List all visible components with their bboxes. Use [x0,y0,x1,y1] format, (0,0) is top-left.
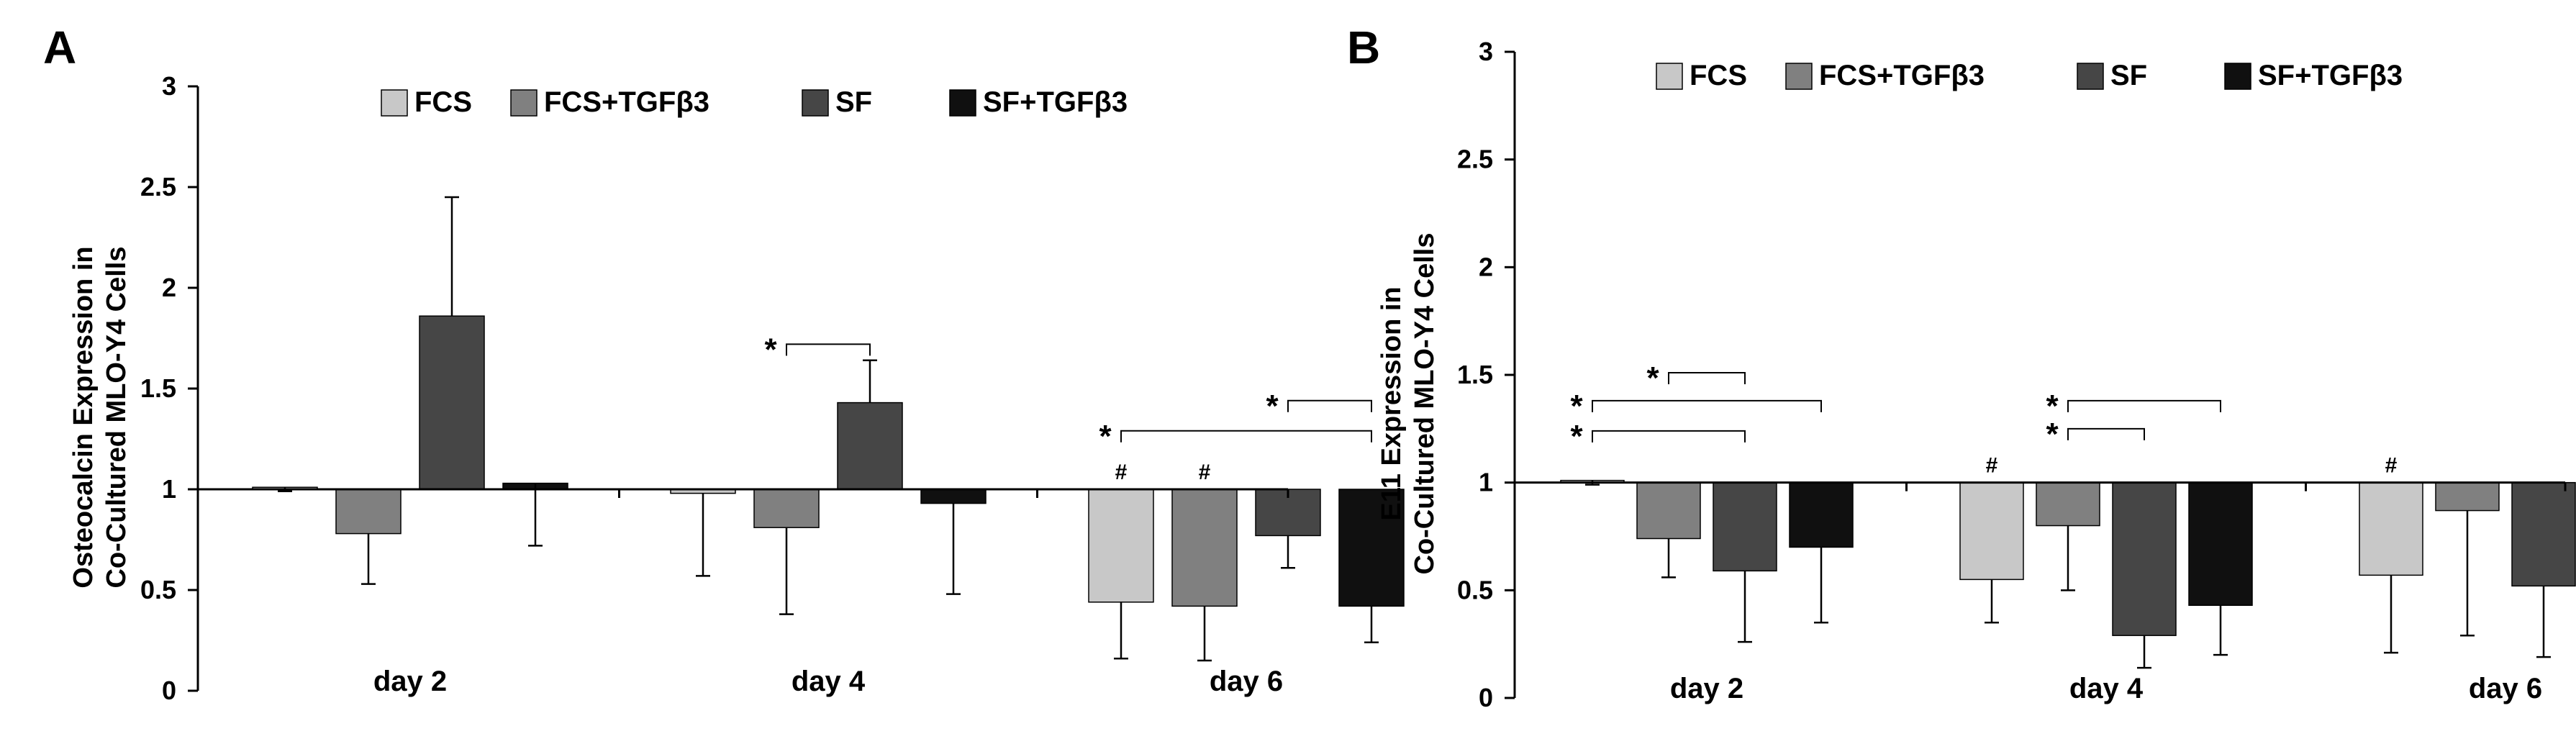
bar-SFTGF3-day4 [2188,481,2253,607]
bar-FCS-day6 [2359,481,2423,576]
x-category-label: day 6 [1210,666,1283,697]
y-tick-label: 3 [162,71,176,101]
significance-asterisk: * [2046,417,2059,452]
legend-label: SF+TGFβ3 [983,86,1128,118]
bar-FCSTGF3-day4 [2036,481,2100,527]
legend-swatch [381,89,408,117]
x-category-label: day 6 [2469,673,2542,704]
significance-bracket [786,343,871,356]
significance-bracket [1120,430,1372,443]
bar-FCSTGF3-day2 [335,489,402,535]
legend-label: FCS [1690,60,1747,91]
bar-SFTGF3-day4 [920,489,987,504]
y-tick-label: 2.5 [1457,145,1493,174]
significance-asterisk: * [1266,389,1279,424]
legend-swatch [2224,63,2251,90]
legend-label: FCS [414,86,472,118]
x-category-label: day 4 [792,666,866,697]
x-category-label: day 4 [2069,673,2144,704]
bar-FCSTGF3-day4 [753,489,820,528]
significance-bracket [2067,399,2221,412]
hash-mark: # [2385,454,2398,478]
significance-asterisk: * [1570,419,1583,454]
legend-swatch [1656,63,1683,90]
hash-mark: # [1986,454,1998,478]
significance-asterisk: * [1570,389,1583,424]
hash-mark: # [1199,461,1211,484]
y-axis-label-line: Co-Cultured MLO-Y4 Cells [1410,232,1440,574]
y-tick-label: 0.5 [140,575,176,604]
bar-SF-day6 [2511,481,2576,587]
bar-FCS-day4 [1959,481,2024,581]
y-tick-label: 2.5 [140,172,176,201]
y-axis-label-line: Co-Cultured MLO-Y4 Cells [101,246,132,588]
y-axis-label: E11 Expression in Co-Cultured MLO-Y4 Cell… [1377,232,1440,574]
legend-label: SF+TGFβ3 [2258,60,2403,91]
x-category-label: day 2 [1670,673,1743,704]
bar-SFTGF3-day6 [1338,489,1405,607]
y-tick-label: 1.5 [1457,360,1493,389]
legend-label: SF [835,86,872,118]
panel-letter-a: A [43,22,76,73]
y-tick-label: 0.5 [1457,575,1493,604]
legend-label: FCS+TGFβ3 [544,86,709,118]
y-tick-label: 1 [1479,468,1493,497]
x-category-label: day 2 [373,666,447,697]
hash-mark: # [1115,461,1128,484]
panel-letter-b: B [1347,22,1380,73]
bar-SFTGF3-day2 [1789,481,1854,548]
y-axis-label-line: E11 Expression in [1377,286,1407,520]
y-tick-label: 2 [162,273,176,302]
legend-swatch [949,89,976,117]
significance-bracket [1287,399,1372,412]
y-tick-label: 1 [162,474,176,504]
legend-swatch [802,89,829,117]
y-tick-label: 3 [1479,37,1493,66]
bar-SF-day4 [2112,481,2177,636]
bar-SF-day2 [419,315,485,490]
legend-swatch [510,89,538,117]
significance-bracket [2067,427,2145,440]
significance-bracket [1668,372,1746,385]
significance-asterisk: * [1099,419,1112,454]
bar-FCSTGF3-day6 [1171,489,1238,607]
panel-b: B 0 0.5 1 1.5 2 2.5 3 E11 Expression in Co-Cultu… [1347,22,2576,712]
significance-bracket [1592,399,1822,412]
bar-FCSTGF3-day2 [1636,481,1701,540]
significance-asterisk: * [1646,360,1659,396]
legend-swatch [1785,63,1813,90]
y-tick-label: 0 [162,676,176,705]
y-tick-label: 1.5 [140,373,176,403]
significance-asterisk: * [2046,389,2059,424]
significance-bracket [1592,430,1746,443]
y-axis-label: Osteocalcin Expression in Co-Cultured MLO… [68,246,132,588]
bar-SF-day4 [837,402,903,490]
bar-FCS-day6 [1088,489,1154,603]
y-tick-label: 0 [1479,683,1493,712]
legend-swatch [2077,63,2104,90]
y-axis-label-line: Osteocalcin Expression in [68,246,99,588]
y-tick-label: 2 [1479,252,1493,281]
significance-asterisk: * [764,332,777,367]
panel-a: A 0 0.5 1 1.5 2 2.5 3 Osteocalcin Expression in… [43,22,1405,705]
bar-SF-day2 [1713,481,1777,572]
legend-label: FCS+TGFβ3 [1819,60,1985,91]
legend-label: SF [2110,60,2147,91]
bar-FCSTGF3-day6 [2435,481,2500,512]
